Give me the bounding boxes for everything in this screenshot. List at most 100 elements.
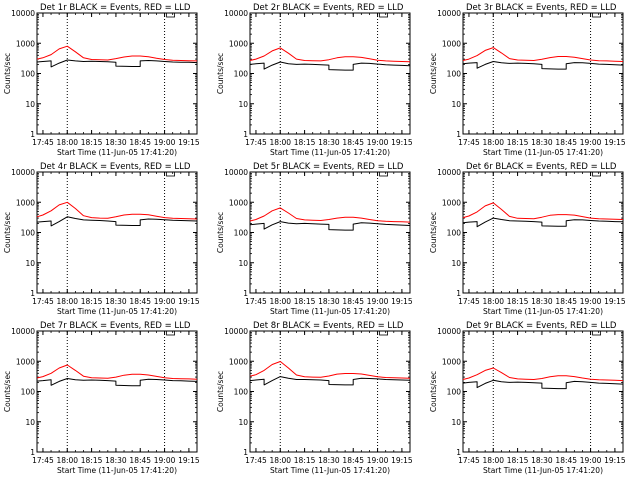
panel-det-8: Det 8r BLACK = Events, RED = LLD 1 10 100 10… <box>216 321 413 475</box>
x-tick-label: 19:15 <box>604 456 626 465</box>
x-tick-label: 19:15 <box>391 297 413 306</box>
x-tick-label: 18:00 <box>269 138 291 147</box>
y-axis-label: Counts/sec <box>216 53 225 94</box>
panel-title: Det 2r BLACK = Events, RED = LLD <box>253 3 404 13</box>
marker-flag <box>379 171 388 177</box>
x-tick-label: 18:45 <box>555 297 577 306</box>
x-axis-label: Start Time (11-Jun-05 17:41:20) <box>483 307 603 316</box>
y-axis-label: Counts/sec <box>3 371 12 412</box>
x-tick-label: 18:30 <box>531 297 553 306</box>
x-tick-label: 19:15 <box>178 456 200 465</box>
panel-det-1: Det 1r BLACK = Events, RED = LLD 1 10 100 10… <box>3 3 200 157</box>
y-tick-label: 10 <box>238 259 248 268</box>
y-tick-label: 10 <box>238 100 248 109</box>
series-line-lld <box>249 361 411 379</box>
series-line-events <box>249 221 411 231</box>
x-tick-label: 18:15 <box>81 456 103 465</box>
series-line-lld <box>36 45 198 62</box>
y-tick-label: 100 <box>21 388 36 397</box>
series-line-lld <box>462 367 624 382</box>
plot-frame <box>462 171 624 294</box>
x-tick-label: 17:45 <box>458 138 480 147</box>
panel-title: Det 1r BLACK = Events, RED = LLD <box>40 3 191 13</box>
series-line-lld <box>36 201 198 220</box>
panel-title: Det 4r BLACK = Events, RED = LLD <box>40 162 191 172</box>
y-tick-label: 1000 <box>229 39 248 48</box>
series-line-lld <box>462 47 624 62</box>
x-tick-label: 18:45 <box>129 297 151 306</box>
x-tick-label: 17:45 <box>32 138 54 147</box>
marker-flag <box>166 12 175 18</box>
plot-frame <box>249 171 411 294</box>
y-tick-label: 1000 <box>442 198 461 207</box>
marker-flag <box>592 12 601 18</box>
x-tick-label: 18:00 <box>482 297 504 306</box>
x-axis-label: Start Time (11-Jun-05 17:41:20) <box>270 307 390 316</box>
series-line-events <box>462 379 624 390</box>
y-tick-label: 1 <box>456 448 461 457</box>
x-tick-label: 19:15 <box>178 138 200 147</box>
x-tick-label: 18:45 <box>342 138 364 147</box>
y-tick-label: 1000 <box>16 198 35 207</box>
x-tick-label: 18:30 <box>105 138 127 147</box>
plot-frame <box>249 330 411 453</box>
x-tick-label: 19:15 <box>604 297 626 306</box>
y-axis-label: Counts/sec <box>429 212 438 253</box>
x-tick-label: 18:15 <box>294 297 316 306</box>
x-tick-label: 19:00 <box>580 297 602 306</box>
y-tick-label: 1000 <box>442 39 461 48</box>
x-tick-label: 19:00 <box>154 138 176 147</box>
x-tick-label: 18:00 <box>269 456 291 465</box>
marker-flag <box>166 171 175 177</box>
x-tick-label: 19:15 <box>178 297 200 306</box>
y-tick-label: 10000 <box>437 327 461 336</box>
x-tick-label: 17:45 <box>32 456 54 465</box>
x-tick-label: 18:00 <box>482 456 504 465</box>
panel-title: Det 8r BLACK = Events, RED = LLD <box>253 321 404 331</box>
y-tick-label: 10 <box>451 418 461 427</box>
y-axis-label: Counts/sec <box>3 53 12 94</box>
y-axis-label: Counts/sec <box>216 212 225 253</box>
panel-det-2: Det 2r BLACK = Events, RED = LLD 1 10 100 10… <box>216 3 413 157</box>
x-tick-label: 17:45 <box>458 456 480 465</box>
y-tick-label: 100 <box>234 70 249 79</box>
x-tick-label: 18:30 <box>105 456 127 465</box>
x-axis-label: Start Time (11-Jun-05 17:41:20) <box>57 466 177 475</box>
x-tick-label: 18:15 <box>294 456 316 465</box>
x-tick-label: 19:00 <box>367 456 389 465</box>
series-line-lld <box>249 207 411 223</box>
x-tick-label: 19:00 <box>154 297 176 306</box>
panel-det-9: Det 9r BLACK = Events, RED = LLD 1 10 100 10… <box>429 321 626 475</box>
y-tick-label: 100 <box>447 388 462 397</box>
x-tick-label: 19:15 <box>604 138 626 147</box>
y-tick-label: 10 <box>238 418 248 427</box>
x-tick-label: 19:15 <box>391 138 413 147</box>
x-tick-label: 19:00 <box>367 138 389 147</box>
y-tick-label: 10 <box>451 259 461 268</box>
x-tick-label: 18:45 <box>555 456 577 465</box>
x-tick-label: 18:30 <box>318 456 340 465</box>
y-tick-label: 1 <box>30 448 35 457</box>
y-axis-label: Counts/sec <box>3 212 12 253</box>
y-tick-label: 10000 <box>224 327 248 336</box>
y-tick-label: 10000 <box>224 168 248 177</box>
y-axis-label: Counts/sec <box>429 371 438 412</box>
x-tick-label: 19:15 <box>391 456 413 465</box>
marker-flag <box>592 171 601 177</box>
y-tick-label: 10000 <box>11 9 35 18</box>
y-tick-label: 10000 <box>224 9 248 18</box>
series-line-events <box>462 217 624 228</box>
x-axis-label: Start Time (11-Jun-05 17:41:20) <box>270 466 390 475</box>
x-axis-label: Start Time (11-Jun-05 17:41:20) <box>270 148 390 157</box>
series-line-lld <box>462 202 624 220</box>
x-tick-label: 17:45 <box>32 297 54 306</box>
y-tick-label: 1000 <box>442 357 461 366</box>
y-tick-label: 100 <box>447 229 462 238</box>
series-line-events <box>36 378 198 387</box>
series-line-lld <box>36 364 198 380</box>
plot-frame <box>462 12 624 135</box>
series-line-events <box>36 216 198 227</box>
x-tick-label: 19:00 <box>580 456 602 465</box>
y-tick-label: 10000 <box>11 327 35 336</box>
